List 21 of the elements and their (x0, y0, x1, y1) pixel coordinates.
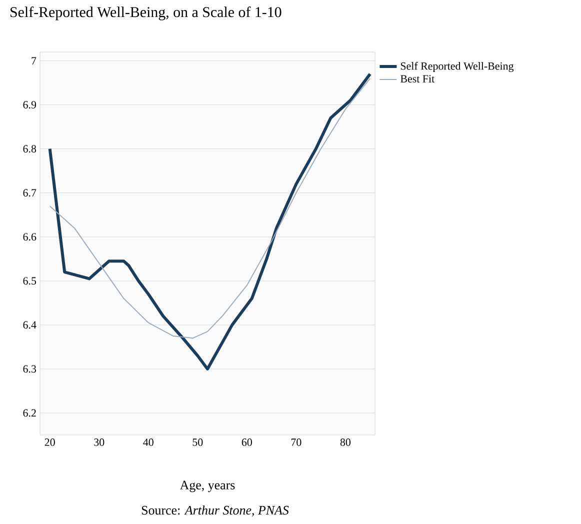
y-tick-label: 6.2 (23, 409, 36, 417)
x-tick-label: 30 (94, 438, 104, 446)
x-tick-label: 80 (340, 438, 351, 446)
chart-title: Self-Reported Well-Being, on a Scale of 1-10 (10, 6, 282, 20)
y-tick-label: 6.8 (23, 145, 36, 153)
x-tick-label: 60 (242, 438, 252, 446)
x-axis-title: Age, years (180, 480, 235, 492)
y-tick-label: 6.9 (23, 101, 36, 109)
y-tick-label: 6.3 (23, 365, 36, 373)
legend-label: Best Fit (400, 75, 435, 82)
x-tick-label: 70 (291, 438, 302, 446)
legend-label: Self Reported Well-Being (400, 62, 514, 72)
y-tick-label: 6.4 (23, 321, 36, 329)
y-tick-label: 7 (32, 57, 36, 64)
x-tick-label: 20 (44, 438, 55, 446)
y-tick-label: 6.5 (23, 277, 36, 285)
y-tick-label: 6.6 (23, 233, 36, 241)
x-tick-label: 50 (192, 438, 203, 446)
x-tick-label: 40 (143, 438, 154, 446)
source-note: Source: Arthur Stone, PNAS (142, 506, 289, 516)
y-tick-label: 6.7 (23, 189, 36, 197)
